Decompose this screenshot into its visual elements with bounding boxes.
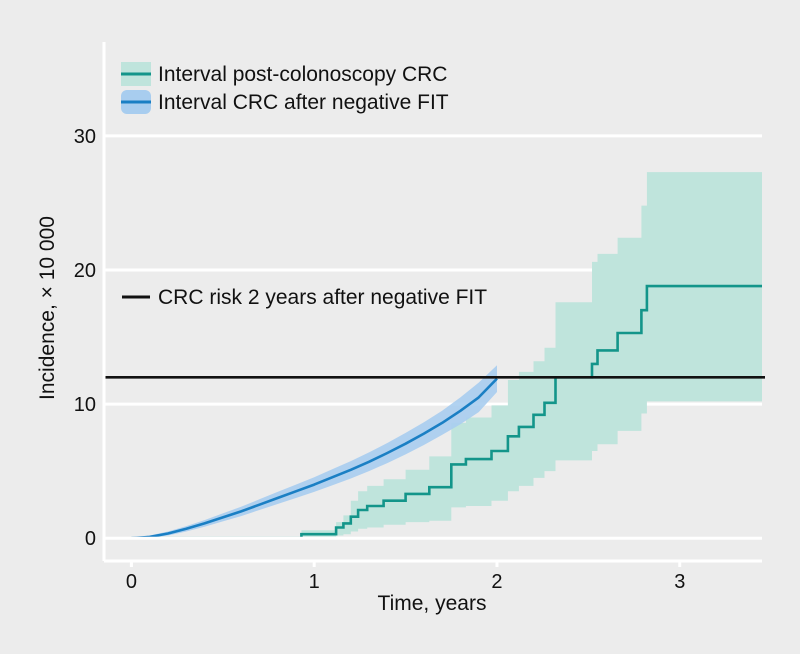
series-1-line (131, 377, 498, 540)
series-lines (104, 284, 765, 540)
reference-line-label: CRC risk 2 years after negative FIT (158, 286, 487, 309)
y-axis-title: Incidence, × 10 000 (36, 216, 59, 400)
legend-label-0: Interval post-colonoscopy CRC (158, 63, 447, 86)
legend-label-1: Interval CRC after negative FIT (158, 91, 449, 114)
x-axis-title: Time, years (378, 592, 487, 615)
x-tick-label: 2 (491, 571, 502, 593)
y-tick-label: 20 (74, 260, 96, 282)
x-tick-label: 1 (309, 571, 320, 593)
x-tick-label: 3 (674, 571, 685, 593)
confidence-bands (131, 172, 762, 539)
y-tick-label: 10 (74, 394, 96, 416)
y-tick-label: 30 (74, 126, 96, 148)
x-tick-label: 0 (126, 571, 137, 593)
y-tick-label: 0 (85, 528, 96, 550)
series-0-line (131, 284, 762, 540)
legend: Interval post-colonoscopy CRC Interval CR… (121, 62, 449, 299)
series-0-confidence-band (131, 172, 762, 539)
